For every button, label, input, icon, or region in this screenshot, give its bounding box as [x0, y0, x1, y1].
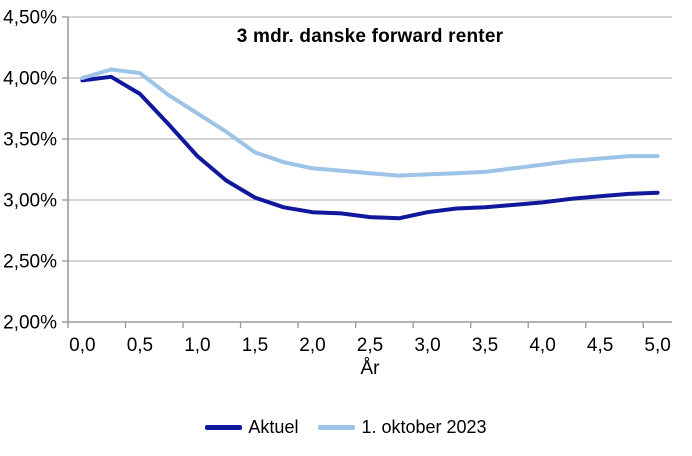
x-tick-label: 1,5 — [242, 335, 268, 356]
x-tick-label: 0,5 — [127, 335, 153, 356]
legend-label-aktuel: Aktuel — [248, 416, 299, 437]
legend-line-swatch-aktuel — [205, 424, 243, 430]
x-tick-label: 2,0 — [299, 335, 325, 356]
series-line-aktuel — [80, 74, 660, 221]
series-line-1-oktober-2023 — [80, 67, 660, 178]
x-tick-label: 0,0 — [69, 335, 95, 356]
x-tick-label: 4,5 — [587, 335, 613, 356]
x-tick-label: 1,0 — [184, 335, 210, 356]
legend-label-1-oktober-2023: 1. oktober 2023 — [361, 416, 487, 437]
y-tick-label: 3,50% — [3, 130, 57, 151]
legend: Aktuel 1. oktober 2023 — [0, 413, 692, 441]
chart-title: 3 mdr. danske forward renter — [236, 26, 504, 47]
y-tick-label: 3,00% — [3, 191, 57, 212]
y-tick-label: 4,50% — [3, 8, 57, 29]
x-tick-label: 2,5 — [357, 335, 383, 356]
x-tick-label: 3,5 — [472, 335, 498, 356]
y-tick-label: 4,00% — [3, 69, 57, 90]
legend-line-swatch-1-oktober-2023 — [318, 424, 356, 430]
x-axis-title: År — [360, 358, 380, 379]
x-tick-label: 3,0 — [414, 335, 440, 356]
legend-item-aktuel: Aktuel — [205, 417, 298, 438]
legend-item-1-oktober-2023: 1. oktober 2023 — [318, 416, 487, 438]
x-tick-label: 4,0 — [529, 335, 555, 356]
y-tick-label: 2,50% — [3, 252, 57, 273]
x-tick-label: 5,0 — [644, 335, 670, 356]
y-tick-label: 2,00% — [3, 313, 57, 334]
